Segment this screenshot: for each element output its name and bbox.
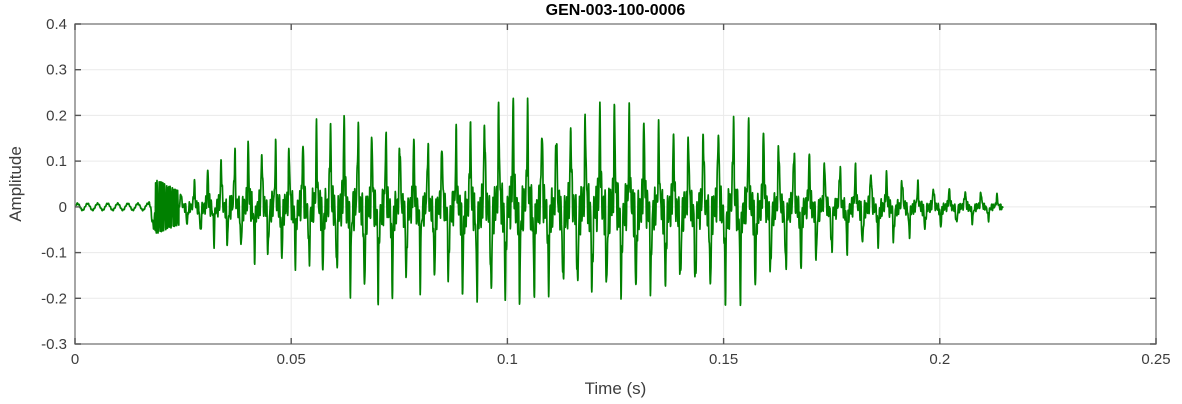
x-tick-label: 0.1 bbox=[497, 351, 518, 368]
waveform-line bbox=[75, 97, 1004, 307]
y-tick-label: 0.3 bbox=[46, 62, 67, 79]
x-tick-label: 0.25 bbox=[1141, 351, 1170, 368]
y-tick-label: -0.2 bbox=[41, 290, 67, 307]
x-axis-label: Time (s) bbox=[584, 379, 647, 398]
tick-marks bbox=[74, 23, 1157, 345]
axes-frame bbox=[74, 23, 1157, 345]
x-tick-label: 0.2 bbox=[929, 351, 950, 368]
x-tick-label: 0 bbox=[71, 351, 79, 368]
tick-labels: 0 0.05 0.1 0.15 0.2 0.25 -0.3 -0.2 -0.1 0 0.1 0.2 0.… bbox=[41, 16, 1170, 368]
x-tick-label: 0.05 bbox=[277, 351, 306, 368]
y-tick-label: 0 bbox=[59, 199, 67, 216]
y-tick-label: 0.2 bbox=[46, 107, 67, 124]
y-tick-label: -0.3 bbox=[41, 336, 67, 353]
y-tick-label: -0.1 bbox=[41, 245, 67, 262]
y-tick-label: 0.1 bbox=[46, 153, 67, 170]
chart-title: GEN-003-100-0006 bbox=[545, 2, 686, 19]
x-tick-label: 0.15 bbox=[709, 351, 738, 368]
y-tick-label: 0.4 bbox=[46, 16, 67, 33]
